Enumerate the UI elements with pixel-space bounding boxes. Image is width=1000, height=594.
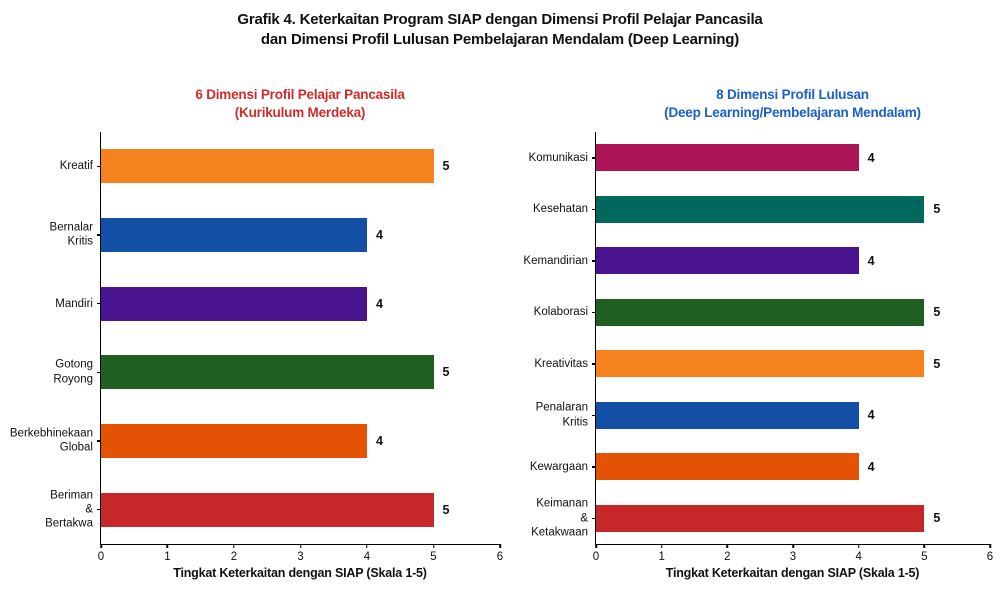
x-tick-label: 5: [430, 551, 437, 563]
bar: [596, 350, 925, 378]
bar: [101, 492, 434, 527]
x-tick-mark: [166, 544, 169, 548]
y-tick-mark: [592, 517, 596, 519]
value-label: 5: [933, 356, 941, 371]
x-tick-mark: [857, 544, 860, 548]
category-label: Kreativitas: [534, 357, 588, 370]
right-chart-title: 8 Dimensi Profil Lulusan (Deep Learning/…: [664, 87, 921, 120]
y-tick-mark: [592, 311, 596, 313]
category-label: Kewargaan: [529, 460, 588, 473]
x-tick-label: 5: [921, 551, 928, 563]
value-label: 4: [867, 150, 875, 165]
x-tick-label: 4: [363, 551, 371, 563]
figure-title: Grafik 4. Keterkaitan Program SIAP denga…: [0, 10, 1000, 51]
x-tick-mark: [233, 544, 235, 548]
right-chart-xaxis-label: Tingkat Keterkaitan dengan SIAP (Skala 1…: [665, 566, 920, 580]
value-label: 5: [442, 159, 450, 174]
category-label: Kesehatan: [533, 203, 588, 216]
y-tick-mark: [97, 165, 101, 168]
x-tick-mark: [299, 544, 302, 548]
y-tick-mark: [97, 508, 101, 511]
value-label: 5: [933, 305, 941, 320]
y-tick-mark: [97, 371, 101, 374]
x-tick-mark: [923, 544, 926, 548]
value-label: 4: [867, 459, 875, 474]
bar: [101, 286, 367, 321]
category-label: Berkebhinekaan Global: [9, 427, 93, 454]
x-tick-mark: [100, 544, 102, 548]
category-label: Bernalar Kritis: [49, 221, 93, 248]
category-label: Komunikasi: [528, 151, 588, 164]
x-tick-mark: [660, 544, 663, 548]
x-tick-label: 1: [658, 551, 665, 563]
y-tick-mark: [97, 440, 101, 442]
x-tick-mark: [366, 544, 368, 548]
x-tick-label: 4: [855, 551, 862, 563]
bar: [596, 504, 925, 532]
x-tick-label: 2: [724, 551, 731, 563]
bar: [101, 424, 367, 458]
x-tick-label: 6: [496, 551, 504, 563]
value-label: 5: [442, 502, 450, 517]
bar: [596, 144, 859, 172]
category-label: Kolaborasi: [533, 306, 588, 319]
category-label: Gotong Royong: [53, 358, 93, 386]
x-tick-mark: [989, 544, 991, 548]
category-label: Penalaran Kritis: [535, 401, 588, 429]
y-tick-mark: [592, 363, 596, 365]
x-tick-mark: [726, 544, 729, 548]
y-tick-mark: [97, 302, 101, 305]
y-tick-mark: [592, 157, 596, 159]
x-tick-label: 0: [592, 551, 600, 563]
figure-title-line2: dan Dimensi Profil Lulusan Pembelajaran …: [260, 31, 740, 49]
bar: [101, 149, 434, 184]
value-label: 5: [933, 202, 941, 217]
x-tick-label: 2: [230, 551, 238, 563]
bar: [101, 355, 434, 390]
bar: [596, 247, 859, 275]
y-tick-mark: [592, 466, 596, 468]
bar: [596, 453, 859, 481]
bar: [596, 401, 859, 429]
figure-title-line1: Grafik 4. Keterkaitan Program SIAP denga…: [237, 11, 763, 28]
x-tick-label: 6: [986, 551, 994, 563]
y-tick-mark: [97, 234, 101, 236]
category-label: Kemandirian: [523, 254, 588, 267]
category-label: Mandiri: [55, 297, 93, 310]
value-label: 4: [375, 434, 383, 448]
value-label: 4: [375, 228, 383, 242]
left-chart-title: 6 Dimensi Profil Pelajar Pancasila (Kuri…: [195, 87, 405, 120]
left-chart-xaxis-label: Tingkat Keterkaitan dengan SIAP (Skala 1…: [173, 566, 427, 580]
right-chart-plot-area: Komunikasi 4 Kesehatan 5 Kemandirian 4 Kolabor…: [523, 132, 993, 563]
value-label: 5: [933, 511, 941, 526]
y-tick-mark: [592, 260, 596, 262]
bar: [101, 218, 367, 252]
bar: [596, 298, 925, 326]
y-tick-mark: [592, 208, 596, 210]
category-label: Keimanan & Ketakwaan: [531, 497, 588, 539]
value-label: 4: [867, 408, 875, 423]
category-label: Beriman & Bertakwa: [45, 489, 93, 530]
bar: [596, 195, 925, 223]
value-label: 4: [375, 296, 383, 311]
value-label: 4: [867, 253, 875, 268]
x-tick-mark: [792, 544, 794, 548]
y-tick-mark: [592, 414, 596, 416]
x-tick-mark: [499, 544, 501, 548]
left-chart-plot-area: Kreatif 5 Bernalar Kritis 4 Mandiri 4 Gotong R…: [10, 132, 503, 563]
x-tick-label: 3: [297, 551, 304, 563]
x-tick-label: 0: [97, 551, 105, 563]
category-label: Kreatif: [59, 160, 93, 173]
x-tick-mark: [595, 544, 597, 548]
value-label: 5: [442, 365, 450, 380]
x-tick-label: 3: [789, 551, 797, 563]
x-tick-label: 1: [164, 551, 171, 563]
x-tick-mark: [432, 544, 435, 548]
